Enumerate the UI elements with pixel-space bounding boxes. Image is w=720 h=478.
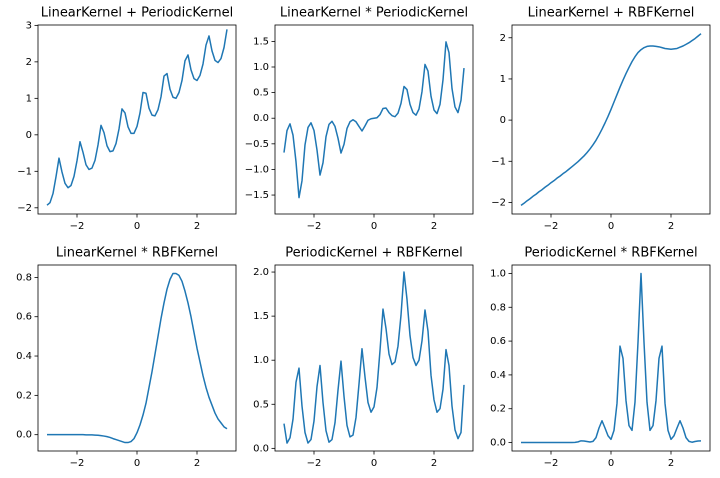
- subplot-title: LinearKernel * RBFKernel: [56, 246, 218, 261]
- y-tick-label: 2.0: [253, 267, 269, 278]
- x-tick-label: 0: [371, 221, 377, 232]
- x-tick-label: 0: [134, 458, 140, 469]
- data-line: [46, 29, 228, 206]
- y-tick-label: 2: [500, 33, 506, 44]
- data-line: [520, 33, 702, 206]
- subplot-title: LinearKernel * PeriodicKernel: [280, 6, 468, 21]
- x-tick-label: −2: [307, 458, 322, 469]
- y-tick-label: 0: [500, 115, 506, 126]
- x-tick-label: 2: [194, 221, 200, 232]
- data-line: [283, 41, 465, 199]
- y-tick-label: 0.4: [16, 351, 32, 362]
- y-tick-label: −1: [17, 166, 32, 177]
- y-tick-label: 0.5: [253, 88, 269, 99]
- axes-frame: [274, 24, 474, 215]
- data-line: [521, 272, 702, 444]
- data-line: [47, 272, 228, 444]
- y-tick-label: 0: [26, 130, 32, 141]
- y-tick-label: 0.8: [16, 272, 32, 283]
- y-tick-label: 1.5: [253, 311, 269, 322]
- x-tick-label: 2: [668, 458, 674, 469]
- y-tick-label: −2: [17, 203, 32, 214]
- x-tick-label: −2: [544, 458, 559, 469]
- subplot-title: LinearKernel + RBFKernel: [528, 6, 695, 21]
- y-tick-label: 1.5: [253, 36, 269, 47]
- data-line: [283, 271, 465, 444]
- y-tick-label: 0.4: [490, 370, 506, 381]
- x-tick-label: −2: [307, 221, 322, 232]
- y-tick-label: 1.0: [253, 355, 269, 366]
- x-tick-label: 2: [194, 458, 200, 469]
- y-tick-label: −1.5: [245, 190, 269, 201]
- y-tick-label: 0.0: [253, 113, 269, 124]
- x-tick-label: 2: [668, 221, 674, 232]
- y-tick-label: 1: [500, 74, 506, 85]
- subplot-title: PeriodicKernel + RBFKernel: [285, 246, 463, 261]
- y-tick-label: 0.5: [253, 399, 269, 410]
- y-tick-label: 0.6: [490, 336, 506, 347]
- y-tick-label: 2: [26, 57, 32, 68]
- y-tick-label: −1.0: [245, 164, 269, 175]
- axes-frame: [37, 24, 237, 215]
- x-tick-label: −2: [70, 221, 85, 232]
- y-tick-label: −0.5: [245, 139, 269, 150]
- subplot-title: PeriodicKernel * RBFKernel: [524, 246, 697, 261]
- y-tick-label: 0.0: [490, 438, 506, 449]
- x-tick-label: 0: [134, 221, 140, 232]
- x-tick-label: −2: [70, 458, 85, 469]
- y-tick-label: 1.0: [490, 268, 506, 279]
- axes-frame: [37, 264, 237, 452]
- y-tick-label: −1: [491, 156, 506, 167]
- axes-frame: [274, 264, 474, 452]
- x-tick-label: 0: [608, 221, 614, 232]
- y-tick-label: 0.6: [16, 312, 32, 323]
- y-tick-label: 1: [26, 93, 32, 104]
- x-tick-label: 0: [371, 458, 377, 469]
- x-tick-label: 0: [608, 458, 614, 469]
- axes-frame: [511, 24, 711, 215]
- subplot-title: LinearKernel + PeriodicKernel: [41, 6, 234, 21]
- y-tick-label: 0.0: [16, 430, 32, 441]
- y-tick-label: −2: [491, 197, 506, 208]
- x-tick-label: −2: [544, 221, 559, 232]
- y-tick-label: 0.8: [490, 302, 506, 313]
- y-tick-label: 0.2: [490, 404, 506, 415]
- y-tick-label: 1.0: [253, 62, 269, 73]
- x-tick-label: 2: [431, 458, 437, 469]
- y-tick-label: 0.2: [16, 390, 32, 401]
- x-tick-label: 2: [431, 221, 437, 232]
- y-tick-label: 3: [26, 20, 32, 31]
- y-tick-label: 0.0: [253, 443, 269, 454]
